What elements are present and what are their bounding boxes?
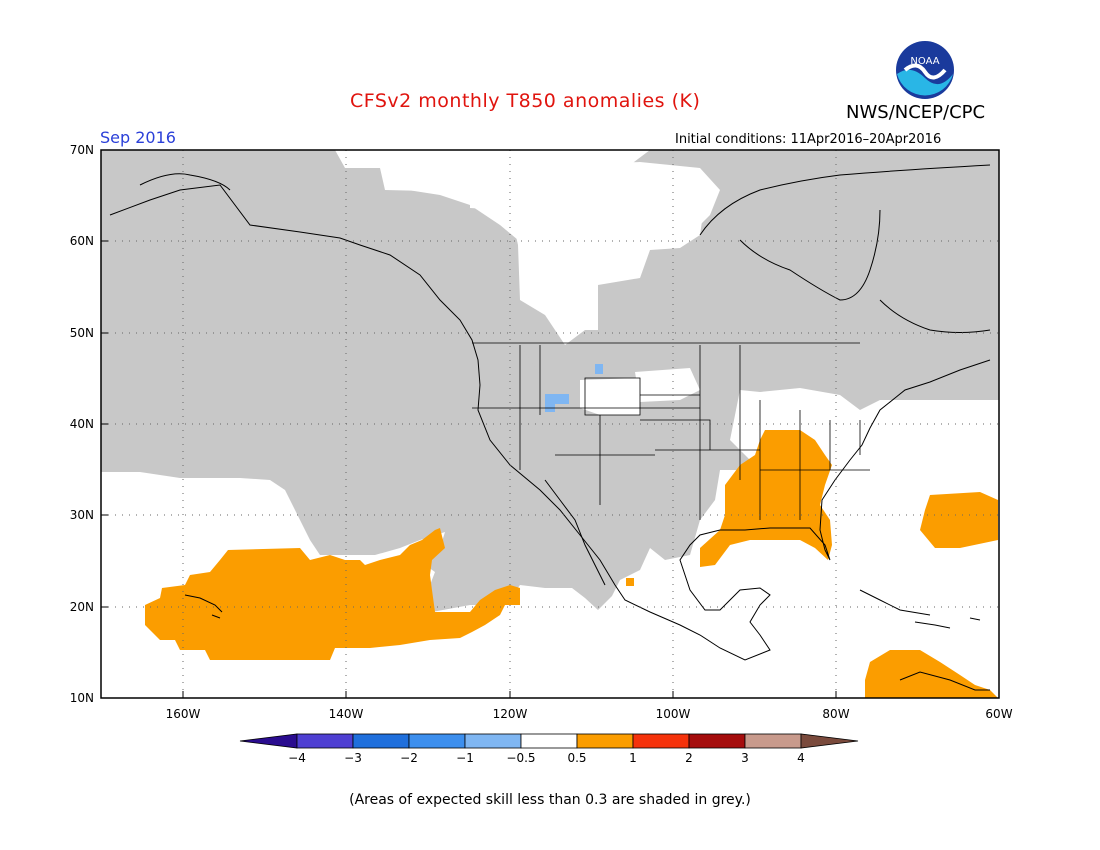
colorbar-bin	[464, 733, 522, 749]
colorbar-bin	[632, 733, 690, 749]
noaa-logo-icon: NOAA	[896, 41, 954, 99]
colorbar-label: 2	[685, 751, 693, 765]
colorbar-label: −4	[288, 751, 306, 765]
colorbar-bin	[352, 733, 410, 749]
lon-tick-label: 80W	[822, 707, 850, 721]
colorbar-bin	[576, 733, 634, 749]
near-normal-white-region	[375, 152, 720, 415]
lat-tick-label: 40N	[69, 417, 94, 431]
lon-tick-label: 120W	[492, 707, 528, 721]
colorbar-bin	[688, 733, 746, 749]
colorbar-label: 4	[797, 751, 805, 765]
colorbar-bin	[520, 733, 578, 749]
lat-tick-label: 10N	[69, 691, 94, 705]
lon-tick-label: 60W	[985, 707, 1013, 721]
logo-text: NOAA	[910, 56, 939, 67]
lon-tick-label: 140W	[328, 707, 364, 721]
lat-tick-label: 20N	[69, 600, 94, 614]
lat-tick-label: 60N	[69, 234, 94, 248]
initial-conditions: Initial conditions: 11Apr2016–20Apr2016	[675, 132, 942, 147]
colorbar-lower-arrow	[239, 733, 298, 749]
valid-month: Sep 2016	[100, 128, 176, 147]
coastlines	[109, 164, 991, 691]
colorbar-label: 0.5	[567, 751, 587, 765]
lon-tick-label: 160W	[165, 707, 201, 721]
org-label: NWS/NCEP/CPC	[846, 102, 986, 123]
colorbar-upper-arrow	[800, 733, 859, 749]
axis-ticks	[101, 149, 1000, 698]
colorbar-bin	[744, 733, 802, 749]
colorbar-label: 1	[629, 751, 637, 765]
lat-tick-label: 50N	[69, 326, 94, 340]
colorbar-label: −0.5	[506, 751, 536, 765]
colorbar-label: −3	[344, 751, 362, 765]
colorbar-bin	[408, 733, 466, 749]
lat-tick-label: 30N	[69, 508, 94, 522]
lat-tick-label: 70N	[69, 143, 94, 157]
lon-tick-label: 100W	[655, 707, 691, 721]
colorbar-label: −2	[400, 751, 418, 765]
graticule	[101, 150, 999, 698]
colorbar-bin	[296, 733, 354, 749]
map-title: CFSv2 monthly T850 anomalies (K)	[350, 90, 701, 112]
political-borders	[472, 342, 870, 520]
colorbar-label: 3	[741, 751, 749, 765]
colorbar	[239, 733, 859, 749]
colorbar-label: −1	[456, 751, 474, 765]
skill-footnote: (Areas of expected skill less than 0.3 a…	[349, 792, 751, 808]
